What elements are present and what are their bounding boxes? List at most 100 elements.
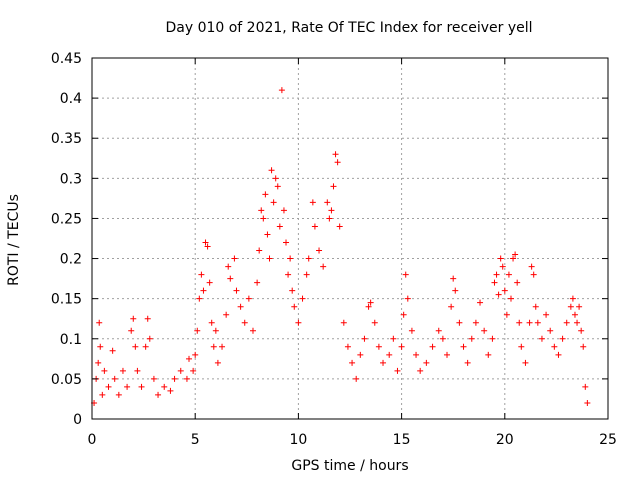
data-point	[95, 359, 102, 366]
data-point	[489, 335, 496, 342]
y-tick-label: 0.2	[60, 252, 82, 268]
data-point	[499, 263, 506, 270]
data-point	[380, 359, 387, 366]
data-point	[452, 287, 459, 294]
data-point	[450, 275, 457, 282]
x-tick-label: 10	[289, 432, 307, 448]
data-point	[402, 271, 409, 278]
data-point	[516, 319, 523, 326]
data-point	[371, 319, 378, 326]
data-point	[150, 375, 157, 382]
data-point	[481, 327, 488, 334]
chart-title: Day 010 of 2021, Rate Of TEC Index for r…	[165, 20, 532, 36]
y-tick-label: 0.05	[51, 372, 82, 388]
data-point	[361, 335, 368, 342]
data-point	[316, 247, 323, 254]
y-tick-label: 0.1	[60, 332, 82, 348]
y-tick-label: 0.35	[51, 131, 82, 147]
data-point	[214, 359, 221, 366]
data-point	[231, 255, 238, 262]
data-point	[404, 295, 411, 302]
data-point	[538, 335, 545, 342]
data-point	[429, 343, 436, 350]
data-point	[472, 319, 479, 326]
data-point	[439, 335, 446, 342]
data-point	[192, 351, 199, 358]
y-tick-label: 0	[73, 412, 82, 428]
data-point	[146, 335, 153, 342]
data-point	[571, 311, 578, 318]
data-point	[576, 303, 583, 310]
x-tick-label: 25	[599, 432, 617, 448]
data-point	[105, 383, 112, 390]
data-point	[97, 343, 104, 350]
data-point	[285, 271, 292, 278]
data-point	[264, 231, 271, 238]
data-point	[295, 319, 302, 326]
data-point	[134, 367, 141, 374]
data-point	[569, 295, 576, 302]
data-point	[128, 327, 135, 334]
data-point	[417, 367, 424, 374]
data-point	[340, 319, 347, 326]
data-point	[495, 291, 502, 298]
data-point	[413, 351, 420, 358]
data-point	[198, 271, 205, 278]
data-point	[256, 247, 263, 254]
data-point	[336, 223, 343, 230]
data-point	[305, 255, 312, 262]
data-point	[303, 271, 310, 278]
data-point	[510, 255, 517, 262]
data-point	[532, 303, 539, 310]
y-tick-label: 0.4	[60, 91, 82, 107]
x-tick-label: 5	[191, 432, 200, 448]
data-point	[408, 327, 415, 334]
data-point	[559, 335, 566, 342]
data-point	[115, 391, 122, 398]
data-point	[353, 375, 360, 382]
data-point	[249, 327, 256, 334]
data-point	[270, 199, 277, 206]
data-point	[497, 255, 504, 262]
x-tick-label: 20	[496, 432, 514, 448]
data-point	[101, 367, 108, 374]
data-point	[485, 351, 492, 358]
data-point	[320, 263, 327, 270]
data-point	[254, 279, 261, 286]
data-point	[274, 183, 281, 190]
data-point	[258, 207, 265, 214]
data-point	[260, 215, 267, 222]
data-point	[109, 347, 116, 354]
data-point	[212, 327, 219, 334]
data-point	[398, 343, 405, 350]
data-point	[132, 343, 139, 350]
data-point	[400, 311, 407, 318]
data-point	[233, 287, 240, 294]
data-point	[202, 239, 209, 246]
data-point	[390, 335, 397, 342]
data-point	[477, 299, 484, 306]
data-point	[190, 367, 197, 374]
data-point	[574, 319, 581, 326]
data-point	[332, 151, 339, 158]
data-point	[518, 343, 525, 350]
data-point	[278, 87, 285, 94]
ticks-layer: 0 5 10 15 20 25 0 0.05 0.1 0.15 0.2 0.25 0.3 0.35 0.4 0…	[51, 51, 617, 448]
data-point	[444, 351, 451, 358]
data-point	[505, 271, 512, 278]
data-point	[161, 383, 168, 390]
x-tick-label: 15	[393, 432, 411, 448]
data-point	[394, 367, 401, 374]
data-point	[547, 327, 554, 334]
points-layer	[91, 87, 591, 406]
data-point	[448, 303, 455, 310]
data-point	[584, 399, 591, 406]
data-point	[534, 319, 541, 326]
data-point	[142, 343, 149, 350]
data-point	[328, 207, 335, 214]
data-point	[96, 319, 103, 326]
data-point	[582, 383, 589, 390]
plot-frame	[91, 57, 609, 420]
data-point	[435, 327, 442, 334]
